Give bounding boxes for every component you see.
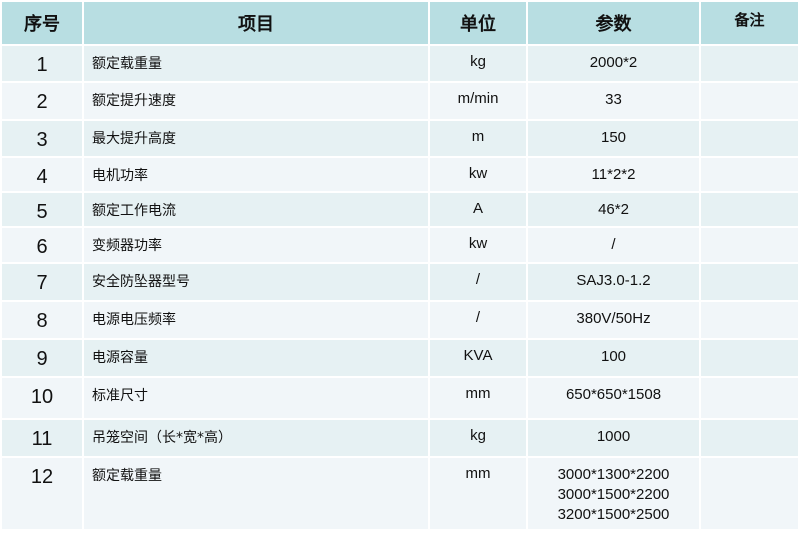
row-note [699, 300, 800, 340]
row-unit: / [428, 262, 528, 302]
param-value: 3200*1500*2500 [557, 506, 670, 523]
row-item: 吊笼空间（长*宽*高） [82, 418, 430, 458]
header-note: 备注 [699, 0, 800, 46]
row-index: 4 [0, 156, 84, 193]
param-value: 150 [600, 129, 627, 146]
table-row: 12 额定载重量 mm 3000*1300*2200 3000*1500*2200 320… [0, 456, 800, 531]
header-item: 项目 [82, 0, 430, 46]
row-param: / [526, 226, 701, 264]
row-item: 额定提升速度 [82, 81, 430, 121]
table-row: 10 标准尺寸 mm 650*650*1508 [0, 376, 800, 420]
table-row: 1 额定载重量 kg 2000*2 [0, 44, 800, 83]
table-row: 8 电源电压频率/ 380V/50Hz [0, 300, 800, 340]
table-row: 4 电机功率 kw 11*2*2 [0, 156, 800, 193]
row-index: 12 [0, 456, 84, 531]
param-value: / [611, 236, 616, 253]
spec-table: 序号 项目 单位 参数 备注 1 额定载重量 kg 2000*2 2 额定提升速度 m/mi… [0, 0, 800, 531]
table-row: 3 最大提升高度 m 150 [0, 119, 800, 158]
row-param: 380V/50Hz [526, 300, 701, 340]
row-note [699, 119, 800, 158]
table-row: 7 安全防坠器型号 / SAJ3.0-1.2 [0, 262, 800, 302]
row-unit: mm [428, 456, 528, 531]
row-note [699, 191, 800, 228]
param-value: 650*650*1508 [565, 386, 662, 403]
row-unit: m [428, 119, 528, 158]
row-index: 7 [0, 262, 84, 302]
param-value: 2000*2 [589, 54, 638, 71]
row-param: 46*2 [526, 191, 701, 228]
param-value: 11*2*2 [591, 166, 636, 183]
row-param: 650*650*1508 [526, 376, 701, 420]
row-item: 额定工作电流 [82, 191, 430, 228]
row-param: 100 [526, 338, 701, 378]
row-note [699, 376, 800, 420]
row-note [699, 456, 800, 531]
row-index: 9 [0, 338, 84, 378]
row-item: 安全防坠器型号 [82, 262, 430, 302]
table-row: 5 额定工作电流 A 46*2 [0, 191, 800, 228]
row-param: 2000*2 [526, 44, 701, 83]
row-note [699, 262, 800, 302]
row-param: 150 [526, 119, 701, 158]
row-note [699, 226, 800, 264]
row-param: 33 [526, 81, 701, 121]
row-note [699, 81, 800, 121]
param-value: 380V/50Hz [576, 310, 651, 327]
table-row: 9 电源容量 KVA 100 [0, 338, 800, 378]
row-item: 变频器功率 [82, 226, 430, 264]
row-note [699, 44, 800, 83]
row-unit: KVA [428, 338, 528, 378]
param-value: SAJ3.0-1.2 [576, 272, 651, 289]
row-unit: A [428, 191, 528, 228]
param-value: 46*2 [598, 201, 629, 218]
table-row: 2 额定提升速度 m/min 33 [0, 81, 800, 121]
row-item: 电源容量 [82, 338, 430, 378]
row-item: 标准尺寸 [82, 376, 430, 420]
header-param: 参数 [526, 0, 701, 46]
row-unit: mm [428, 376, 528, 420]
row-unit: kw [428, 156, 528, 193]
row-param: 11*2*2 [526, 156, 701, 193]
row-index: 6 [0, 226, 84, 264]
param-value: 3000*1500*2200 [557, 486, 670, 503]
header-row: 序号 项目 单位 参数 备注 [0, 0, 800, 46]
table-row: 11 吊笼空间（长*宽*高） kg 1000 [0, 418, 800, 458]
row-index: 1 [0, 44, 84, 83]
row-index: 5 [0, 191, 84, 228]
row-index: 10 [0, 376, 84, 420]
param-value: 33 [605, 91, 622, 108]
row-item: 电机功率 [82, 156, 430, 193]
row-item: 最大提升高度 [82, 119, 430, 158]
param-value: 3000*1300*2200 [557, 466, 670, 483]
row-param: 3000*1300*2200 3000*1500*2200 3200*1500*25… [526, 456, 701, 531]
row-index: 8 [0, 300, 84, 340]
row-unit: m/min [428, 81, 528, 121]
row-param: SAJ3.0-1.2 [526, 262, 701, 302]
row-item: 电源电压频率 [82, 300, 430, 340]
param-value: 1000 [596, 428, 631, 445]
row-unit: kw [428, 226, 528, 264]
header-index: 序号 [0, 0, 84, 46]
row-unit: kg [428, 418, 528, 458]
row-index: 2 [0, 81, 84, 121]
row-unit: kg [428, 44, 528, 83]
row-item: 额定载重量 [82, 456, 430, 531]
row-note [699, 338, 800, 378]
row-index: 3 [0, 119, 84, 158]
row-note [699, 418, 800, 458]
row-index: 11 [0, 418, 84, 458]
row-unit: / [428, 300, 528, 340]
param-value: 100 [600, 348, 627, 365]
row-note [699, 156, 800, 193]
header-unit: 单位 [428, 0, 528, 46]
row-item: 额定载重量 [82, 44, 430, 83]
table-row: 6 变频器功率 kw / [0, 226, 800, 264]
row-param: 1000 [526, 418, 701, 458]
